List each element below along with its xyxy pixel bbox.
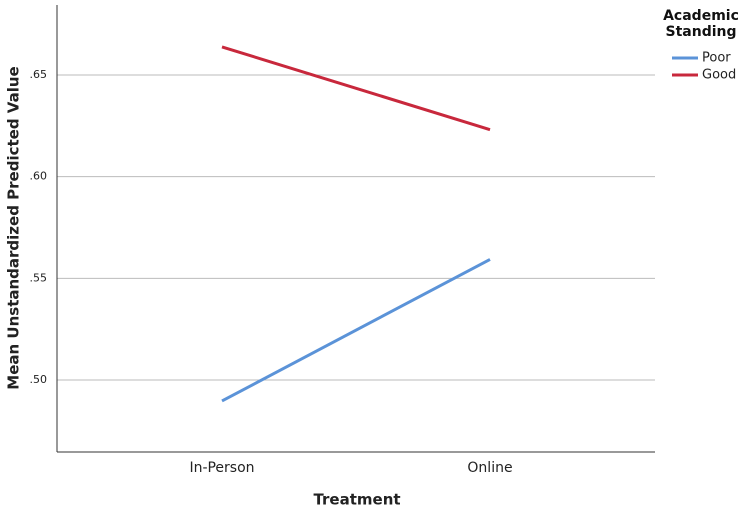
y-tick-label: .55 xyxy=(30,271,48,284)
x-tick-label: Online xyxy=(467,460,512,476)
y-tick-label: .50 xyxy=(30,373,48,386)
series-line xyxy=(221,258,491,403)
legend-label: Good xyxy=(702,68,736,83)
x-axis-label: Treatment xyxy=(313,491,400,509)
x-tick-label: In-Person xyxy=(189,460,254,476)
y-axis-label: Mean Unstandardized Predicted Value xyxy=(5,66,23,389)
series-line xyxy=(221,45,491,132)
legend-title: Academic Standing xyxy=(663,8,739,40)
legend-label: Poor xyxy=(702,51,731,66)
y-tick-label: .65 xyxy=(30,68,48,81)
y-tick-label: .60 xyxy=(30,170,48,183)
